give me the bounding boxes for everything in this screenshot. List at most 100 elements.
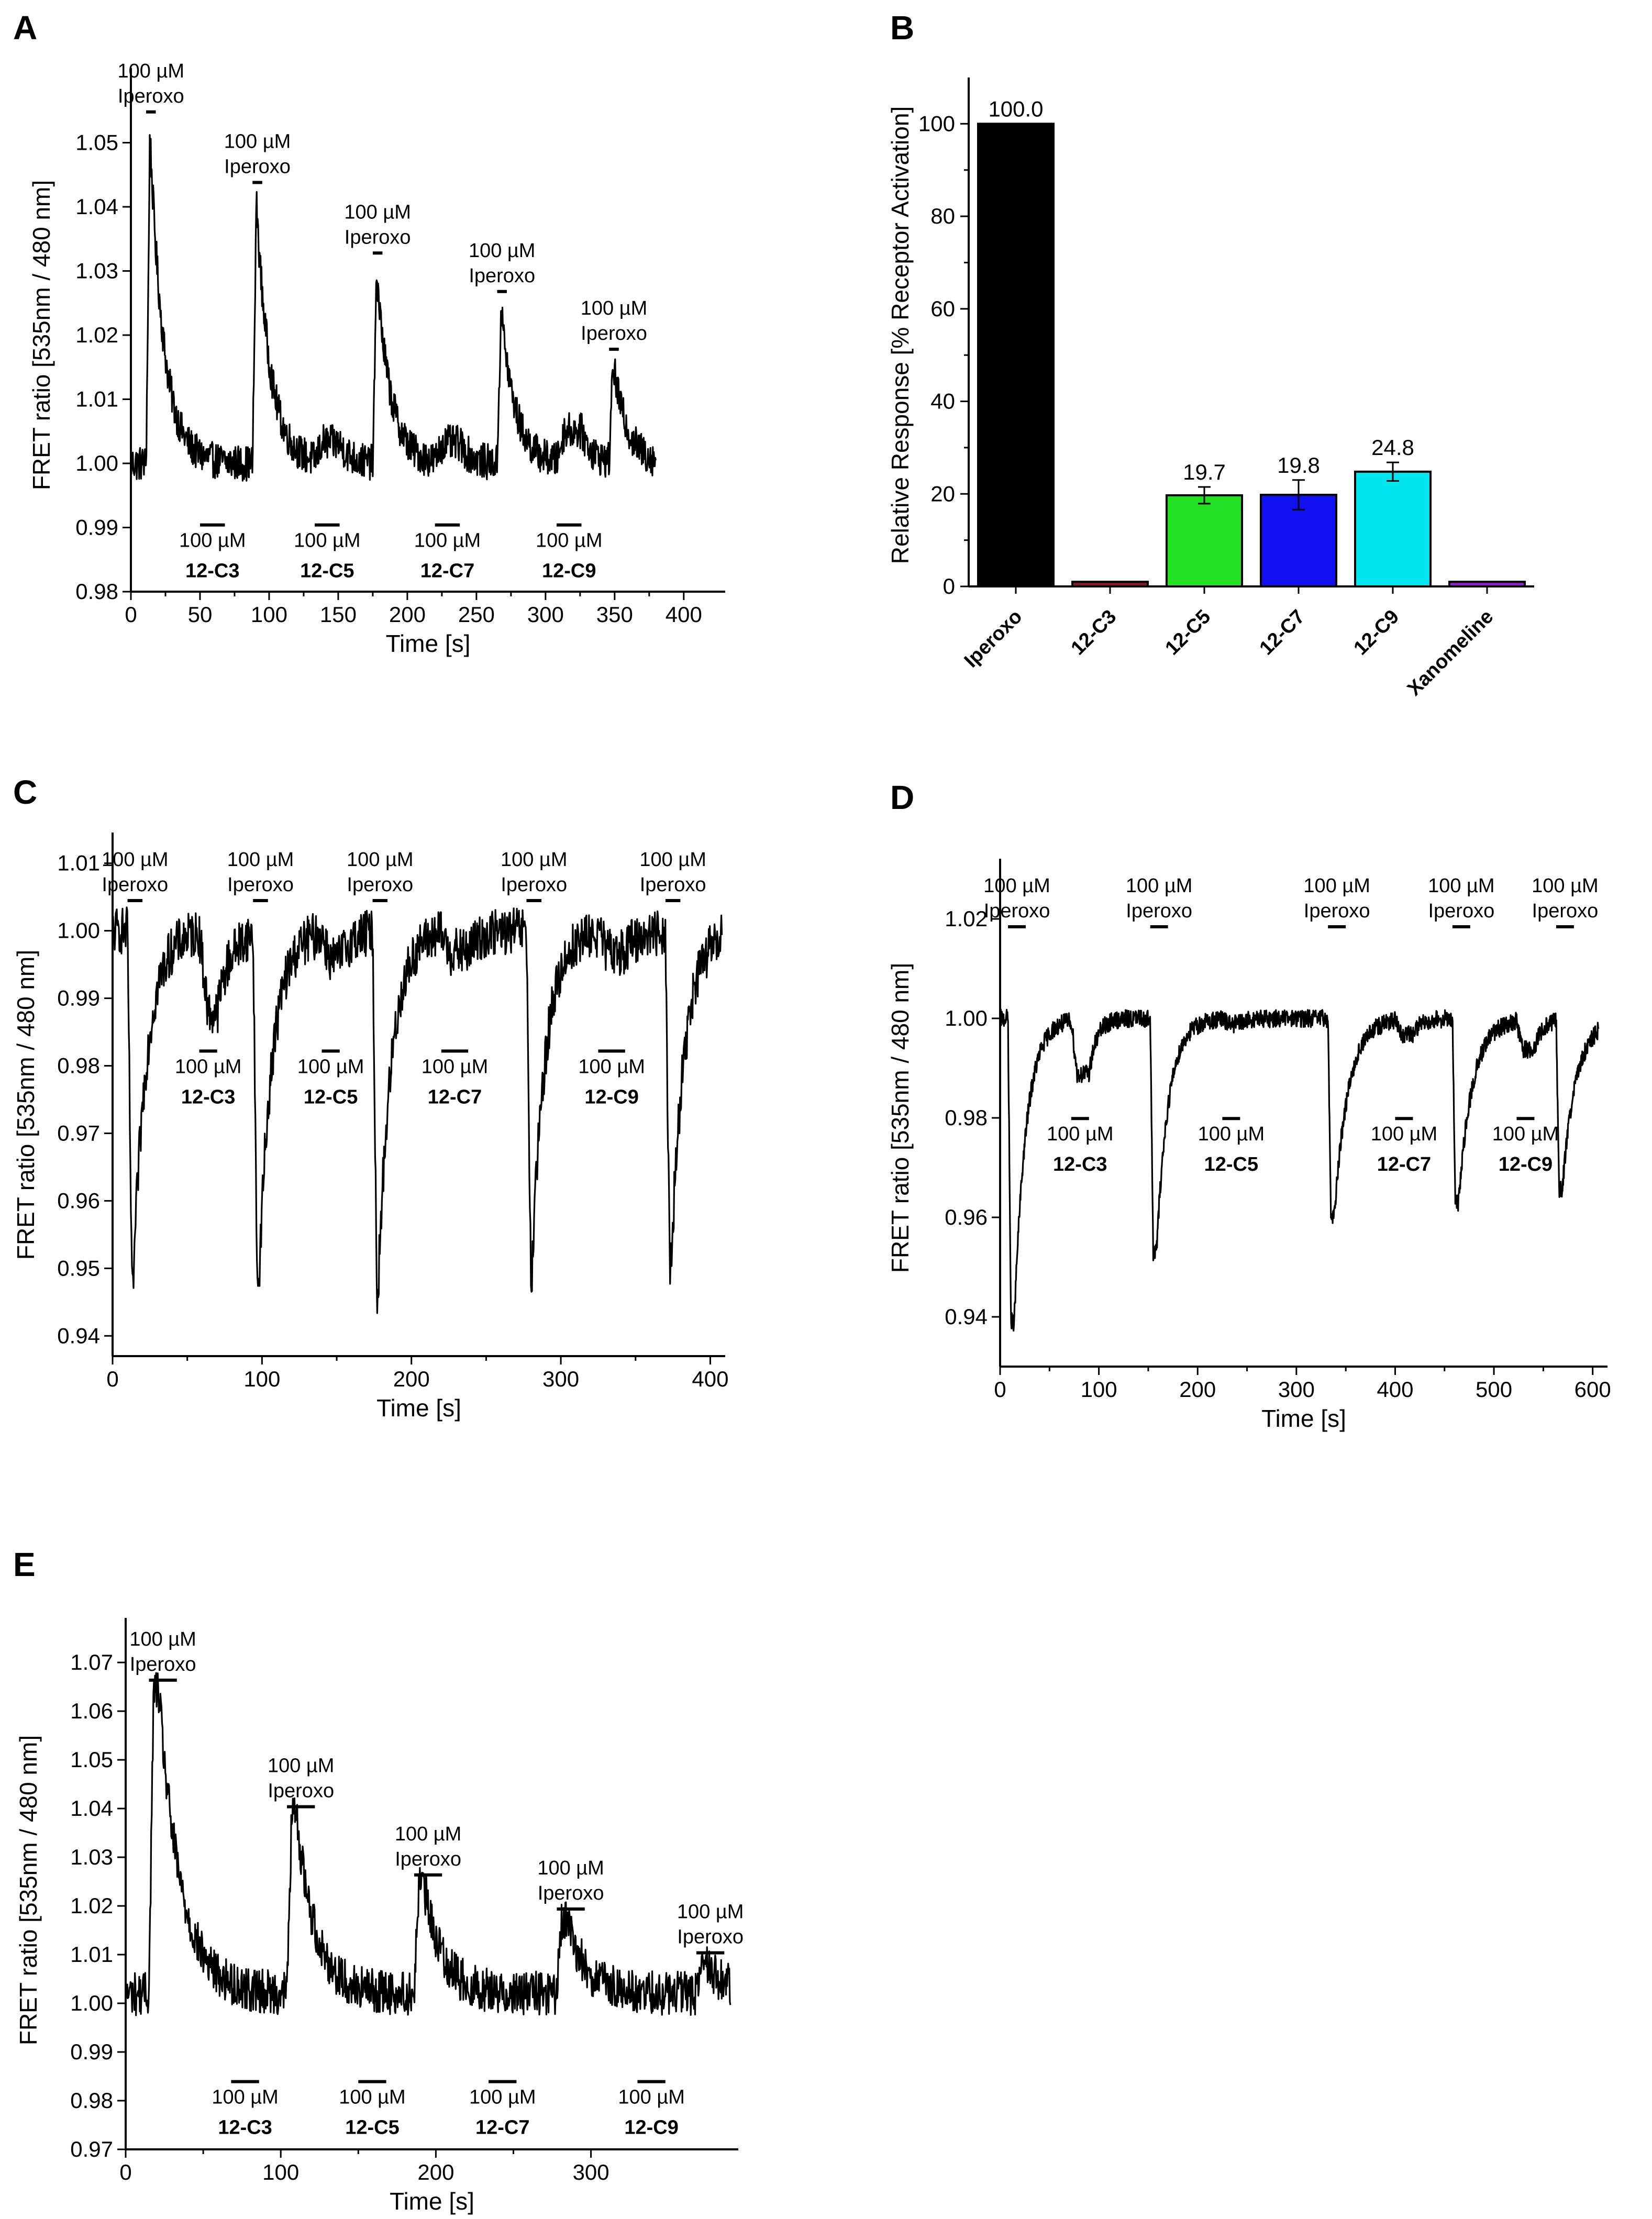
y-tick-label: 1.06 [70, 1699, 113, 1723]
iperoxo-dose-label: 100 µM [537, 1857, 604, 1879]
y-tick-label: 1.05 [70, 1747, 113, 1772]
iperoxo-dose-label: 100 µM [983, 875, 1050, 897]
x-tick-label: 300 [573, 2160, 609, 2184]
y-tick-label: 1.02 [945, 906, 988, 931]
y-tick-label: 1.00 [945, 1006, 988, 1030]
x-axis-label: Time [s] [376, 1394, 461, 1422]
x-tick-label: 600 [1575, 1377, 1611, 1402]
iperoxo-dose-label: 100 µM [1126, 875, 1193, 897]
x-axis-label: Time [s] [390, 2188, 474, 2215]
x-tick-label: 0 [125, 602, 137, 627]
y-tick-label: 100 [918, 111, 955, 136]
y-tick-label: 0.95 [57, 1256, 100, 1280]
compound-dose-label: 100 µM [1047, 1123, 1114, 1145]
bar-12-c3 [1071, 581, 1149, 588]
iperoxo-dose-label: 100 µM [581, 297, 648, 319]
x-tick-label: 200 [417, 2160, 454, 2184]
x-tick-label: 250 [458, 602, 495, 627]
iperoxo-dose-label: 100 µM [677, 1901, 744, 1923]
iperoxo-label: Iperoxo [1428, 900, 1494, 922]
y-axis-label: FRET ratio [535nm / 480 nm] [15, 1735, 42, 2045]
compound-dose-label: 100 µM [297, 1056, 364, 1078]
compound-name-label: 12-C5 [1204, 1153, 1259, 1175]
iperoxo-label: Iperoxo [677, 1926, 744, 1948]
panel-d-line-chart: D 0 100 200 300 400 500 600 0.94 0.96 0.98 1.00 1.02… [886, 779, 1611, 1432]
compound-dose-label: 100 µM [536, 530, 603, 552]
x-tick-label: 200 [1179, 1377, 1216, 1402]
iperoxo-dose-label: 100 µM [224, 131, 291, 153]
iperoxo-label: Iperoxo [1126, 900, 1192, 922]
y-tick-label: 1.01 [75, 387, 118, 412]
x-tick-label: 100 [243, 1367, 280, 1391]
y-tick-label: 0.98 [70, 2088, 113, 2113]
y-tick-label: 1.02 [75, 323, 118, 347]
compound-name-label: 12-C7 [1377, 1153, 1432, 1175]
panel-label: A [13, 9, 37, 47]
iperoxo-label: Iperoxo [102, 874, 168, 896]
y-tick-label: 1.01 [57, 851, 100, 875]
y-axis-label: FRET ratio [535nm / 480 nm] [12, 950, 39, 1260]
iperoxo-dose-label: 100 µM [1532, 875, 1599, 897]
iperoxo-label: Iperoxo [1532, 900, 1599, 922]
compound-name-label: 12-C5 [304, 1086, 358, 1108]
x-tick-label: 400 [666, 602, 702, 627]
iperoxo-dose-label: 100 µM [344, 201, 411, 223]
x-tick-label: 400 [692, 1367, 728, 1391]
y-tick-label: 1.03 [70, 1845, 113, 1869]
y-tick-label: 0 [943, 574, 955, 598]
fret-trace [112, 906, 723, 1314]
bar-12-c5 [1166, 494, 1243, 588]
compound-dose-label: 100 µM [1371, 1123, 1438, 1145]
iperoxo-label: Iperoxo [130, 1654, 196, 1676]
x-tick-label: 100 [262, 2160, 299, 2184]
iperoxo-label: Iperoxo [347, 874, 413, 896]
fret-trace [125, 1672, 731, 2016]
y-tick-label: 0.97 [70, 2137, 113, 2161]
iperoxo-label: Iperoxo [118, 85, 184, 107]
y-tick-label: 0.99 [57, 986, 100, 1011]
panel-a-line-chart: A 0 50 100 150 200 250 300 350 400 0.98 0.99 1.00 1.0… [13, 9, 725, 657]
compound-dose-label: 100 µM [179, 530, 246, 552]
bar-12-c9 [1354, 470, 1432, 587]
y-tick-label: 60 [930, 296, 955, 321]
y-axis-label: FRET ratio [535nm / 480 nm] [28, 180, 55, 490]
y-tick-label: 40 [930, 389, 955, 414]
iperoxo-label: Iperoxo [538, 1882, 604, 1904]
x-tick-label: 50 [188, 602, 213, 627]
y-tick-label: 1.00 [57, 918, 100, 943]
bar-value-label: 19.7 [1183, 460, 1226, 484]
iperoxo-label: Iperoxo [501, 874, 567, 896]
panel-label: E [13, 1546, 36, 1583]
compound-dose-label: 100 µM [422, 1056, 489, 1078]
x-tick-label: 200 [393, 1367, 430, 1391]
y-axis-label: FRET ratio [535nm / 480 nm] [886, 963, 914, 1273]
compound-name-label: 12-C7 [420, 560, 475, 582]
iperoxo-dose-label: 100 µM [227, 849, 294, 871]
compound-dose-label: 100 µM [578, 1056, 645, 1078]
x-tick-label: 350 [596, 602, 633, 627]
iperoxo-label: Iperoxo [469, 265, 535, 287]
bar-value-label: 100.0 [988, 96, 1043, 121]
iperoxo-dose-label: 100 µM [501, 849, 568, 871]
y-tick-label: 0.98 [57, 1053, 100, 1078]
y-tick-label: 0.99 [75, 515, 118, 540]
x-tick-label: 100 [1081, 1377, 1117, 1402]
y-tick-label: 0.94 [945, 1304, 988, 1329]
x-tick-label: 0 [106, 1367, 118, 1391]
iperoxo-dose-label: 100 µM [1303, 875, 1370, 897]
iperoxo-label: Iperoxo [345, 226, 411, 248]
compound-dose-label: 100 µM [175, 1056, 242, 1078]
compound-name-label: 12-C9 [624, 2117, 679, 2139]
y-tick-label: 0.98 [945, 1105, 988, 1130]
y-tick-label: 0.97 [57, 1120, 100, 1145]
iperoxo-label: Iperoxo [268, 1780, 334, 1802]
y-tick-label: 1.05 [75, 130, 118, 155]
y-tick-label: 0.94 [57, 1323, 100, 1348]
x-tick-label: 0 [119, 2160, 131, 2184]
compound-dose-label: 100 µM [294, 530, 361, 552]
x-tick-label: 150 [320, 602, 357, 627]
bar-value-label: 24.8 [1371, 435, 1414, 460]
compound-dose-label: 100 µM [618, 2087, 685, 2109]
iperoxo-label: Iperoxo [640, 874, 706, 896]
